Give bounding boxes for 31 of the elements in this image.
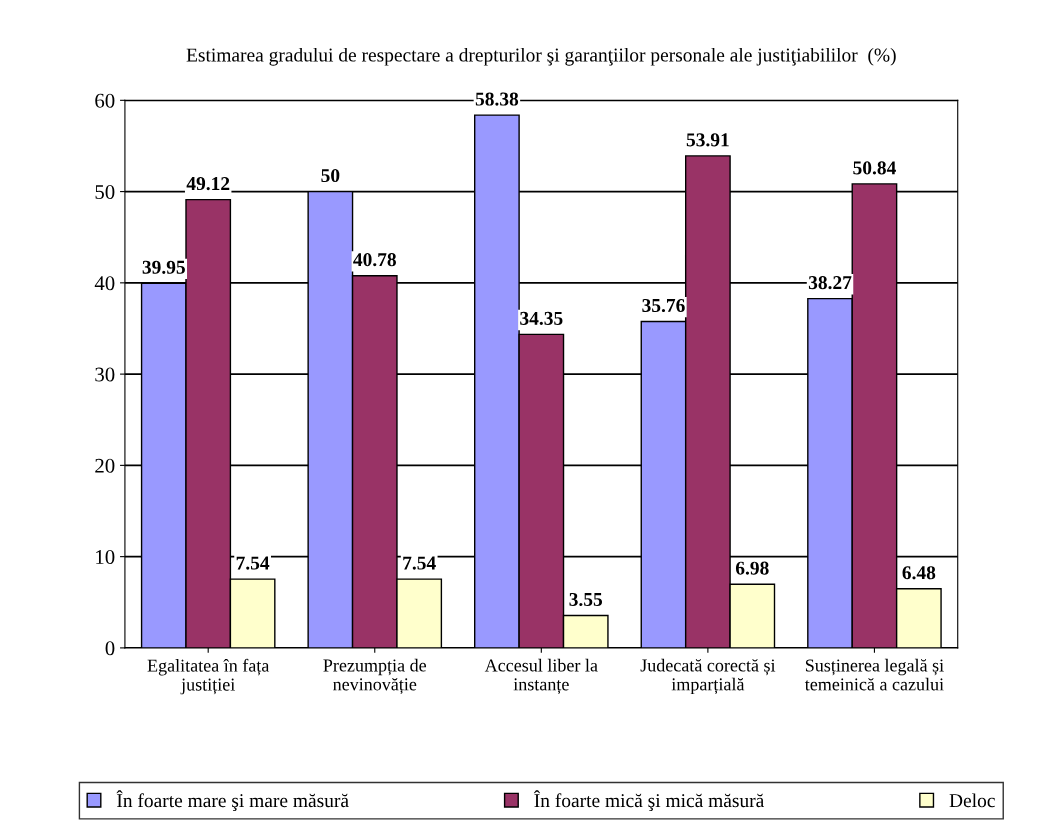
data-label: 50 bbox=[321, 168, 340, 183]
x-tick-label: Susținerea legală și temeinică a cazului bbox=[804, 658, 944, 691]
data-label: 6.98 bbox=[735, 561, 769, 575]
x-tick-label: Egalitatea în fața justiției bbox=[147, 658, 270, 695]
x-tick-label: Accesul liber la instanțe bbox=[484, 658, 598, 695]
y-tick-label: 50 bbox=[95, 184, 115, 200]
legend-label: Deloc bbox=[949, 793, 995, 808]
data-label: 35.76 bbox=[642, 298, 685, 313]
y-tick-label: 60 bbox=[95, 93, 115, 108]
legend-label: În foarte mare şi mare măsură bbox=[116, 790, 349, 812]
data-label: 3.55 bbox=[569, 592, 603, 607]
legend-label: În foarte mică şi mică măsură bbox=[533, 790, 765, 812]
y-tick-label: 10 bbox=[96, 550, 115, 565]
x-tick-label: Judecată corectă și imparțială bbox=[640, 658, 776, 695]
y-tick-label: 40 bbox=[94, 276, 115, 291]
data-label: 7.54 bbox=[403, 556, 436, 570]
data-label: 34.35 bbox=[520, 311, 563, 325]
data-label: 38.27 bbox=[808, 276, 852, 290]
data-label: 6.48 bbox=[902, 566, 936, 580]
data-label: 53.91 bbox=[686, 133, 729, 147]
x-tick-label: Prezumpția de nevinovăție bbox=[323, 658, 427, 695]
data-label: 49.12 bbox=[186, 177, 230, 191]
data-label: 7.54 bbox=[236, 556, 270, 570]
y-tick-label: 30 bbox=[95, 367, 115, 382]
chart-title: Estimarea gradului de respectare a drepturilor şi garanţiilor personale ale justiţiabililor (%) bbox=[186, 47, 896, 66]
data-label: 58.38 bbox=[475, 92, 519, 106]
y-tick-label: 20 bbox=[95, 458, 115, 473]
data-label: 39.95 bbox=[142, 260, 185, 274]
data-label: 50.84 bbox=[853, 161, 896, 175]
data-label: 40.78 bbox=[353, 253, 396, 267]
y-tick-label: 0 bbox=[105, 641, 115, 656]
